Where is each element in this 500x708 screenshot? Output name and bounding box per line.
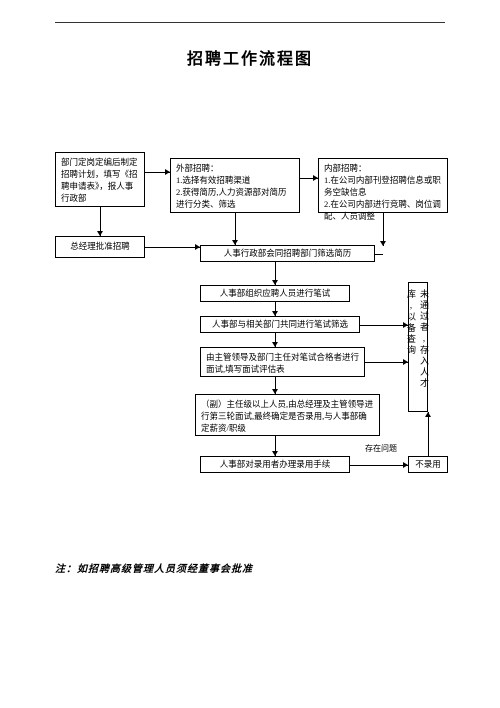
box-reject: 不录用 xyxy=(408,456,448,473)
box-third-round: （副）主任级以上人员,由总经理及主管领导进行第三轮面试,最终确定是否录用,与人事… xyxy=(195,394,380,436)
box-text: （副）主任级以上人员,由总经理及主管领导进行第三轮面试,最终确定是否录用,与人事… xyxy=(201,399,373,433)
box-text: 不录用 xyxy=(415,459,441,471)
label-has-problem: 存在问题 xyxy=(365,443,397,454)
header-rule xyxy=(55,22,445,23)
box-text: 总经理批准招聘 xyxy=(70,241,130,253)
box-text: 部门定岗定编后制定招聘计划，填写《招聘申请表》，报人事行政部 xyxy=(61,157,138,203)
footnote: 注：如招聘高级管理人员须经董事会批准 xyxy=(55,560,253,575)
box-written-test: 人事部组织应聘人员进行笔试 xyxy=(200,285,350,302)
box-text: 内部招聘： 1.在公司内部刊登招聘信息或职务空缺信息 2.在公司内部进行竞聘、岗… xyxy=(324,163,441,221)
box-written-screen: 人事部与相关部门共同进行笔试筛选 xyxy=(200,316,360,333)
box-external-recruit: 外部招聘： 1.选择有效招聘渠道 2.获得简历,人力资源部对简历进行分类、筛选 xyxy=(170,158,300,213)
box-talent-pool: 未通过者,存入人才库,以备查询 xyxy=(408,282,428,412)
box-gm-approve: 总经理批准招聘 xyxy=(55,236,145,258)
box-text: 人事部组织应聘人员进行笔试 xyxy=(220,288,331,300)
page-title: 招聘工作流程图 xyxy=(0,45,500,69)
box-internal-recruit: 内部招聘： 1.在公司内部刊登招聘信息或职务空缺信息 2.在公司内部进行竞聘、岗… xyxy=(318,158,448,213)
box-text: 由主管领导及部门主任对笔试合格者进行面试,填写面试评估表 xyxy=(206,352,359,374)
box-text: 人事行政部会同招聘部门筛选简历 xyxy=(224,248,352,260)
box-dept-plan: 部门定岗定编后制定招聘计划，填写《招聘申请表》，报人事行政部 xyxy=(55,152,145,207)
box-hr-screen: 人事行政部会同招聘部门筛选简历 xyxy=(200,245,375,262)
box-text: 人事部与相关部门共同进行笔试筛选 xyxy=(212,319,348,331)
box-text: 人事部对录用者办理录用手续 xyxy=(220,459,331,471)
box-procedures: 人事部对录用者办理录用手续 xyxy=(200,456,350,473)
box-interview: 由主管领导及部门主任对笔试合格者进行面试,填写面试评估表 xyxy=(200,347,365,377)
box-text: 未通过者,存入人才库,以备查询 xyxy=(405,289,431,405)
box-text: 外部招聘： 1.选择有效招聘渠道 2.获得简历,人力资源部对简历进行分类、筛选 xyxy=(176,163,287,209)
